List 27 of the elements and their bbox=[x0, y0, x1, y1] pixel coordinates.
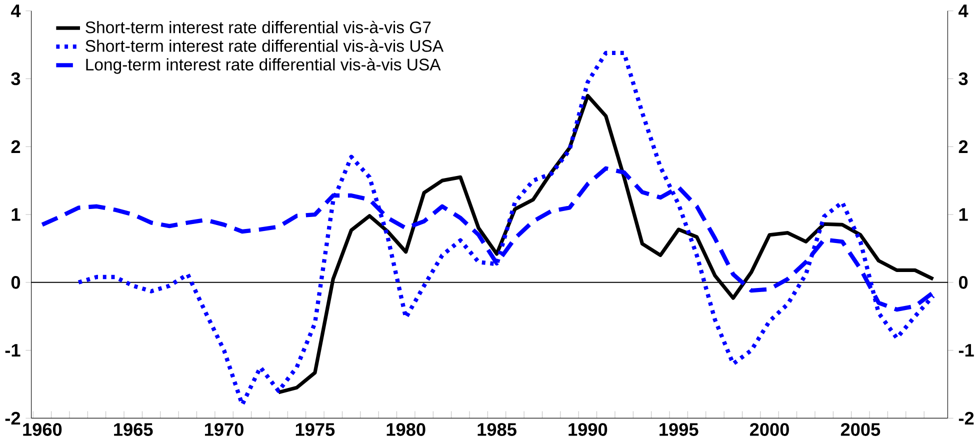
y2-tick-label: -2 bbox=[958, 412, 974, 425]
y-tick-label: -2 bbox=[5, 412, 20, 425]
y2-tick-label: -1 bbox=[958, 344, 974, 357]
y2-tick-label: 1 bbox=[959, 208, 968, 221]
legend-label: Long-term interest rate differential vis-à-vis USA bbox=[86, 58, 441, 74]
x-tick-label: 1970 bbox=[204, 423, 244, 436]
legend-label: Short-term interest rate differential vis-à-vis G7 bbox=[86, 21, 431, 34]
y-tick-label: -1 bbox=[5, 344, 20, 357]
y-tick-label: 4 bbox=[10, 4, 21, 18]
x-tick-label: 1990 bbox=[568, 423, 608, 436]
x-tick-label: 1960 bbox=[23, 423, 62, 436]
y-tick-label: 1 bbox=[12, 208, 20, 221]
x-tick-label: 2005 bbox=[840, 423, 880, 436]
y2-tick-label: 3 bbox=[958, 72, 968, 86]
x-tick-label: 1985 bbox=[478, 423, 516, 436]
y2-tick-label: 0 bbox=[958, 276, 968, 290]
y2-tick-label: 4 bbox=[958, 4, 968, 18]
y-tick-label: 0 bbox=[11, 276, 20, 290]
x-tick-label: 1980 bbox=[386, 423, 426, 436]
x-tick-label: 1995 bbox=[660, 423, 698, 436]
x-tick-label: 1965 bbox=[114, 423, 153, 436]
y2-tick-label: 2 bbox=[958, 140, 968, 154]
x-tick-label: 2000 bbox=[750, 423, 789, 436]
y-tick-label: 3 bbox=[11, 72, 20, 86]
legend-label: Short-term interest rate differential vis-à-vis USA bbox=[86, 40, 444, 52]
x-tick-label: 1975 bbox=[296, 423, 335, 436]
y-tick-label: 2 bbox=[11, 140, 20, 154]
